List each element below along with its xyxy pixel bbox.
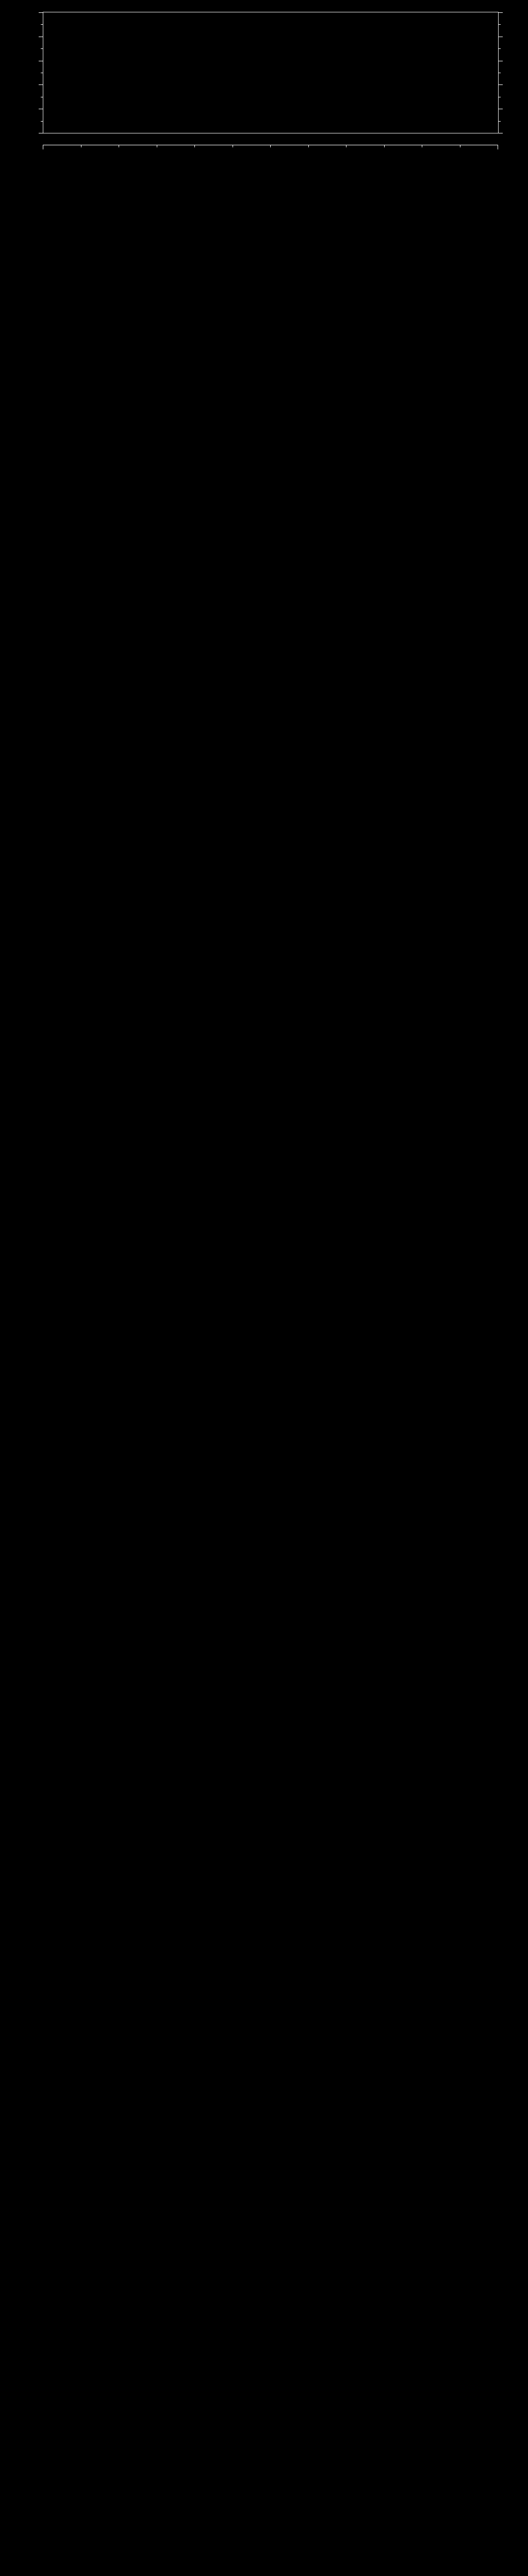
time-axis-tick bbox=[308, 145, 309, 147]
spectrogram-panel bbox=[0, 0, 528, 176]
y-axis-tick bbox=[41, 24, 43, 25]
time-axis-tick bbox=[384, 145, 385, 147]
y-axis-tick bbox=[499, 12, 503, 13]
time-axis-tick bbox=[194, 145, 195, 147]
y-axis-tick bbox=[39, 84, 43, 85]
y-axis-tick bbox=[499, 121, 501, 122]
spectrogram-plot bbox=[39, 12, 503, 133]
y-axis-tick bbox=[39, 12, 43, 13]
y-axis-tick bbox=[41, 121, 43, 122]
spectrogram-image bbox=[43, 12, 498, 133]
time-axis-tick bbox=[270, 145, 271, 147]
y-axis-tick bbox=[41, 48, 43, 49]
y-axis-tick bbox=[499, 84, 503, 85]
y-axis-tick bbox=[499, 48, 501, 49]
y-axis-tick bbox=[499, 24, 501, 25]
